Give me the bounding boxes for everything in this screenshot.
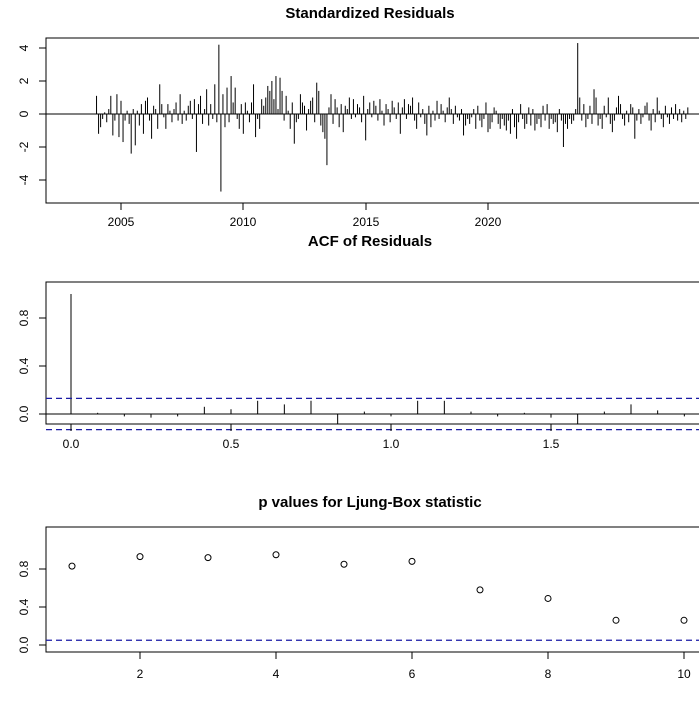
ljung-box-y-tick-label: 0.4 [17,598,31,615]
residuals-title: Standardized Residuals [285,5,454,22]
acf-x-tick-label: 1.5 [543,437,560,451]
ljung-box-panel: p values for Ljung-Box statistic 2 4 6 8… [17,494,699,681]
residuals-y-tick-label: 0 [17,110,31,117]
ljung-box-point [204,554,212,562]
acf-y-tick-label: 0.0 [17,405,31,422]
acf-confidence-band [46,397,699,431]
ljung-box-points [68,551,688,624]
ljung-box-point [68,562,76,570]
ljung-box-y-tick-label: 0.0 [17,636,31,653]
acf-bars [70,294,685,424]
acf-x-tick-label: 1.0 [383,437,400,451]
ljung-box-point [680,616,688,624]
residuals-panel: Standardized Residuals 2005 2010 2015 20… [17,5,699,229]
acf-title: ACF of Residuals [308,233,432,250]
ljung-box-x-tick-label: 8 [545,667,552,681]
acf-x-tick-label: 0.0 [63,437,80,451]
ljung-box-x-tick-label: 10 [677,667,691,681]
residuals-axes: 2005 2010 2015 2020 -4 -2 0 2 4 [17,44,502,229]
ljung-box-point [544,594,552,602]
ljung-box-point [612,616,620,624]
acf-axes: 0.0 0.5 1.0 1.5 0.0 0.4 0.8 [17,309,560,451]
acf-frame [45,281,699,425]
residuals-x-tick-label: 2010 [230,215,257,229]
acf-y-tick-label: 0.8 [17,309,31,326]
acf-panel: ACF of Residuals 0.0 0.5 1.0 1.5 0.0 0.4… [17,233,699,451]
residuals-y-tick-label: -4 [17,174,31,185]
acf-y-tick-label: 0.4 [17,357,31,374]
ljung-box-frame [45,526,699,653]
ljung-box-x-tick-label: 2 [137,667,144,681]
residuals-y-tick-label: -2 [17,141,31,152]
residuals-y-tick-label: 2 [17,77,31,84]
residuals-bars [96,43,689,192]
acf-x-tick-label: 0.5 [223,437,240,451]
residuals-y-tick-label: 4 [17,44,31,51]
residuals-x-tick-label: 2015 [353,215,380,229]
ljung-box-point [272,551,280,559]
ljung-box-point [408,557,416,565]
residuals-x-tick-label: 2020 [475,215,502,229]
ljung-box-axes: 2 4 6 8 10 0.0 0.4 0.8 [17,560,691,681]
ljung-box-x-tick-label: 4 [273,667,280,681]
ljung-box-point [476,586,484,594]
residuals-frame [45,37,699,204]
ljung-box-y-tick-label: 0.8 [17,560,31,577]
residuals-x-tick-label: 2005 [108,215,135,229]
ljung-box-point [340,560,348,568]
ljung-box-x-tick-label: 6 [409,667,416,681]
ljung-box-title: p values for Ljung-Box statistic [258,494,481,511]
ljung-box-point [136,553,144,561]
